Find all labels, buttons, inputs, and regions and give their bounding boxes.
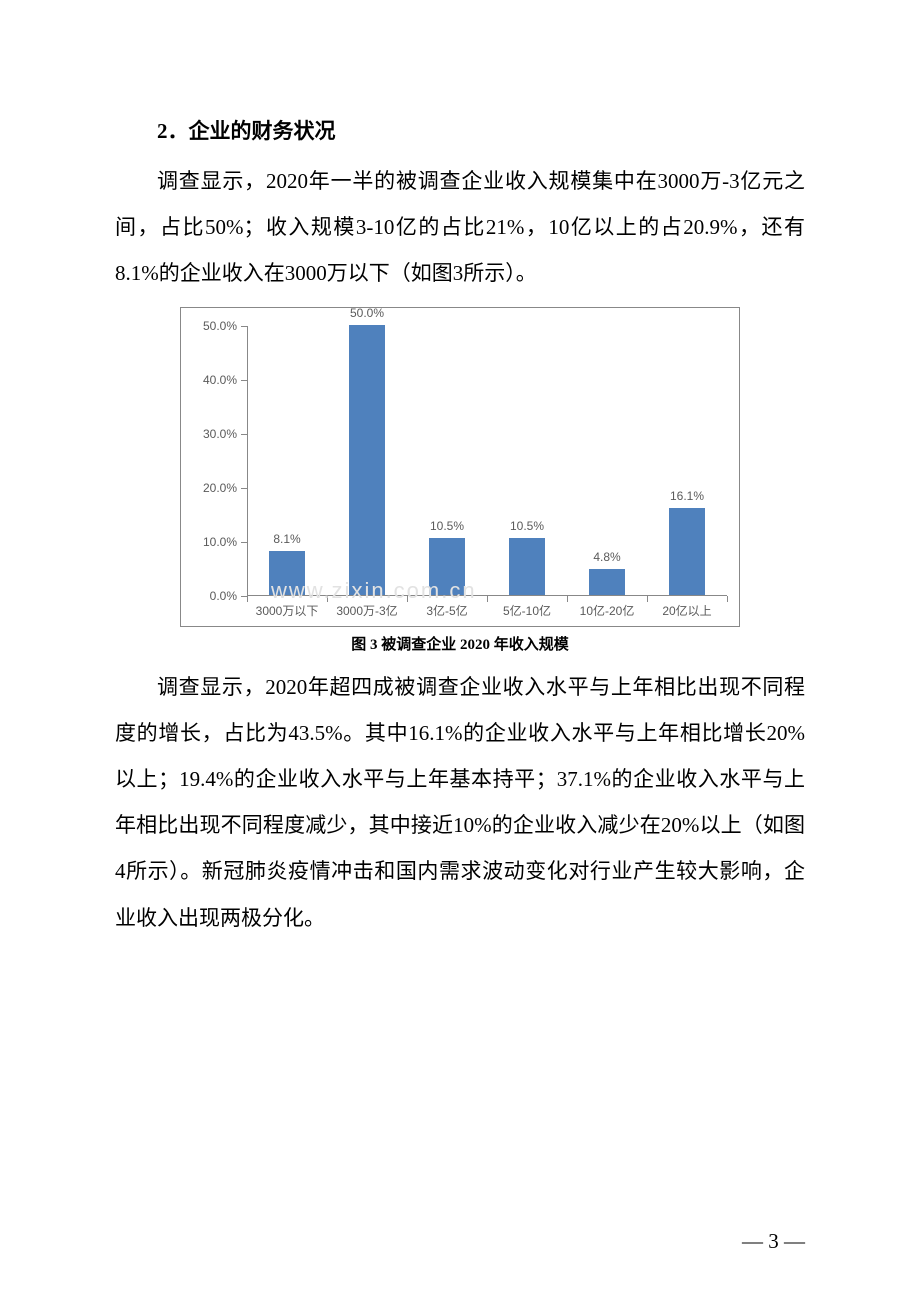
x-category-label: 20亿以上 [662,602,711,619]
y-tick-label: 10.0% [203,535,237,549]
chart-bar [509,538,545,595]
x-tick [247,596,248,602]
paragraph-2: 调查显示，2020年超四成被调查企业收入水平与上年相比出现不同程度的增长，占比为… [115,664,805,941]
y-tick-label: 20.0% [203,481,237,495]
x-tick [487,596,488,602]
bar-value-label: 16.1% [670,489,704,503]
chart-bar [349,325,385,595]
document-page: 2．企业的财务状况 调查显示，2020年一半的被调查企业收入规模集中在3000万… [0,0,920,1001]
x-category-label: 5亿-10亿 [503,602,551,619]
x-tick [407,596,408,602]
page-number: — 3 — [742,1229,805,1254]
bar-value-label: 10.5% [510,519,544,533]
x-category-label: 3000万-3亿 [336,602,397,619]
section-heading: 2．企业的财务状况 [115,110,805,152]
y-axis [247,326,248,596]
y-tick-label: 0.0% [210,589,237,603]
x-category-label: 3000万以下 [256,602,319,619]
x-category-label: 3亿-5亿 [426,602,467,619]
y-tick [241,434,247,435]
chart-caption: 图 3 被调查企业 2020 年收入规模 [115,633,805,654]
x-category-label: 10亿-20亿 [580,602,635,619]
y-tick-label: 40.0% [203,373,237,387]
paragraph-1: 调查显示，2020年一半的被调查企业收入规模集中在3000万-3亿元之间，占比5… [115,158,805,297]
bar-value-label: 50.0% [350,306,384,320]
y-tick-label: 30.0% [203,427,237,441]
chart-bar [269,551,305,595]
y-tick [241,488,247,489]
x-tick [327,596,328,602]
chart-bar [589,569,625,595]
bar-value-label: 4.8% [593,550,620,564]
bar-value-label: 10.5% [430,519,464,533]
chart-bar [429,538,465,595]
y-tick [241,542,247,543]
x-tick [647,596,648,602]
y-tick [241,326,247,327]
x-tick [727,596,728,602]
y-tick [241,380,247,381]
x-tick [567,596,568,602]
chart-plot-area: 0.0%10.0%20.0%30.0%40.0%50.0%8.1%3000万以下… [247,326,727,596]
chart-bar [669,508,705,595]
y-tick-label: 50.0% [203,319,237,333]
bar-value-label: 8.1% [273,532,300,546]
revenue-chart: 0.0% 10.0% 20.0% 30.0% 40.0% 50.0% 8.1% 3000万以下… [180,307,740,627]
